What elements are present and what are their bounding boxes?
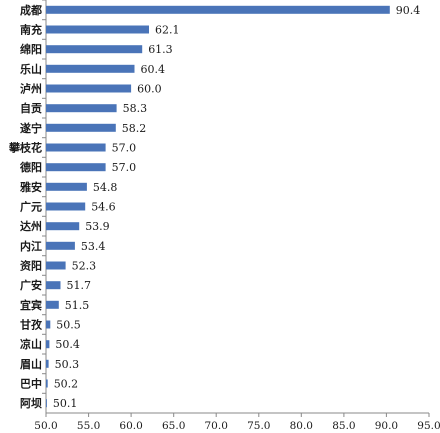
bar xyxy=(46,202,86,211)
x-tick-label: 50.0 xyxy=(34,420,57,432)
x-ticks-group: 50.0 55.0 60.0 65.0 70.0 75.0 80.0 85.0 90.0 95.0 xyxy=(34,413,440,432)
category-label: 达州 xyxy=(20,219,42,233)
bar xyxy=(46,123,116,132)
value-label: 50.5 xyxy=(56,319,81,332)
category-label: 攀枝花 xyxy=(8,141,42,155)
value-label: 51.7 xyxy=(67,279,92,292)
bar xyxy=(46,359,49,368)
category-label: 广元 xyxy=(20,200,42,214)
value-label: 90.4 xyxy=(396,4,421,17)
category-label: 广安 xyxy=(20,278,42,292)
bar xyxy=(46,241,75,250)
category-label: 甘孜 xyxy=(20,318,43,332)
bar xyxy=(46,379,48,388)
value-label: 51.5 xyxy=(65,299,90,312)
bar xyxy=(46,143,106,152)
value-label: 52.3 xyxy=(72,260,97,273)
x-tick-label: 95.0 xyxy=(417,420,440,432)
bar xyxy=(46,25,149,34)
x-tick-label: 55.0 xyxy=(77,420,100,432)
category-label: 凉山 xyxy=(20,337,42,351)
value-label: 57.0 xyxy=(112,161,137,174)
category-label: 乐山 xyxy=(20,62,42,76)
value-labels-group: 90.4 62.1 61.3 60.4 60.0 58.3 58.2 57.0 57.0 54.8… xyxy=(53,4,420,410)
x-tick-label: 90.0 xyxy=(375,420,398,432)
value-label: 60.4 xyxy=(141,63,166,76)
x-tick-label: 70.0 xyxy=(205,420,228,432)
value-label: 58.2 xyxy=(122,122,147,135)
bar xyxy=(46,5,390,14)
category-labels-group: 成都南充绵阳乐山泸州自贡遂宁攀枝花德阳雅安广元达州内江资阳广安宜宾甘孜凉山眉山巴… xyxy=(8,0,46,410)
value-label: 61.3 xyxy=(148,43,173,56)
category-label: 巴中 xyxy=(20,377,42,391)
value-label: 50.4 xyxy=(55,338,80,351)
value-label: 62.1 xyxy=(155,24,180,37)
bar xyxy=(46,340,50,349)
category-label: 德阳 xyxy=(19,160,42,174)
category-label: 成都 xyxy=(20,3,42,17)
bar xyxy=(46,45,143,54)
category-label: 泸州 xyxy=(20,82,42,96)
value-label: 50.1 xyxy=(53,397,78,410)
x-tick-label: 65.0 xyxy=(162,420,185,432)
category-label: 宜宾 xyxy=(20,298,42,312)
value-label: 58.3 xyxy=(123,102,148,115)
category-label: 眉山 xyxy=(20,357,42,371)
value-label: 54.8 xyxy=(93,181,118,194)
x-tick-label: 75.0 xyxy=(247,420,270,432)
bar xyxy=(46,399,47,408)
bar xyxy=(46,222,80,231)
value-label: 50.3 xyxy=(55,358,80,371)
bar xyxy=(46,104,117,113)
x-tick-label: 60.0 xyxy=(119,420,142,432)
value-label: 53.4 xyxy=(81,240,106,253)
value-label: 53.9 xyxy=(85,220,110,233)
bar xyxy=(46,163,106,172)
category-label: 雅安 xyxy=(20,180,42,194)
category-label: 绵阳 xyxy=(20,42,42,56)
category-label: 自贡 xyxy=(20,101,42,115)
x-tick-label: 80.0 xyxy=(290,420,313,432)
category-label: 阿坝 xyxy=(20,396,42,410)
bar xyxy=(46,64,135,73)
bar xyxy=(46,320,51,329)
value-label: 50.2 xyxy=(54,378,78,391)
category-label: 遂宁 xyxy=(20,121,42,135)
value-label: 60.0 xyxy=(137,83,162,96)
value-label: 54.6 xyxy=(91,201,116,214)
category-label: 内江 xyxy=(20,239,42,253)
bar xyxy=(46,281,61,290)
category-label: 资阳 xyxy=(20,259,42,273)
x-tick-label: 85.0 xyxy=(332,420,355,432)
value-label: 57.0 xyxy=(112,142,137,155)
bar xyxy=(46,182,87,191)
bars-group xyxy=(46,5,390,408)
bar xyxy=(46,84,132,93)
bar xyxy=(46,300,59,309)
category-label: 南充 xyxy=(20,23,42,37)
bar xyxy=(46,261,66,270)
